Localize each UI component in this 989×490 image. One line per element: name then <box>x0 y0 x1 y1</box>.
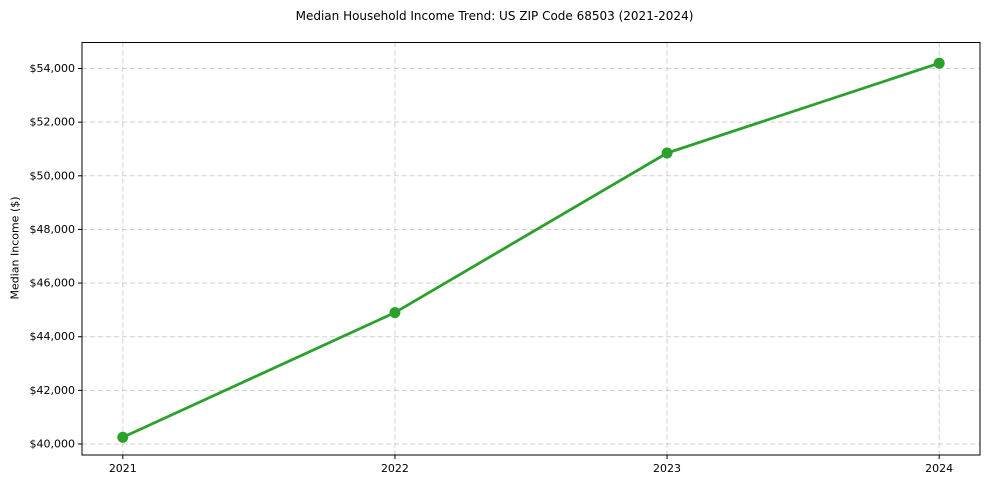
y-tick-label-$54,000: $54,000 <box>30 62 76 75</box>
data-point-2023 <box>661 147 673 159</box>
y-tick-label-$52,000: $52,000 <box>30 116 76 129</box>
x-tick-label-2023: 2023 <box>653 462 681 475</box>
y-tick-label-$44,000: $44,000 <box>30 330 76 343</box>
y-tick-label-$42,000: $42,000 <box>30 384 76 397</box>
data-point-2022 <box>389 307 401 319</box>
plot-border <box>81 42 981 456</box>
y-tick-label-$48,000: $48,000 <box>30 223 76 236</box>
y-tick-label-$50,000: $50,000 <box>30 169 76 182</box>
x-tick-label-2021: 2021 <box>109 462 137 475</box>
data-point-2021 <box>117 431 129 443</box>
trend-line <box>121 61 941 439</box>
x-tick-label-2024: 2024 <box>925 462 953 475</box>
y-tick-label-$40,000: $40,000 <box>30 438 76 451</box>
x-tick-label-2022: 2022 <box>381 462 409 475</box>
y-tick-label-$46,000: $46,000 <box>30 277 76 290</box>
data-point-2024 <box>933 57 945 69</box>
chart-title: Median Household Income Trend: US ZIP Co… <box>295 9 694 23</box>
